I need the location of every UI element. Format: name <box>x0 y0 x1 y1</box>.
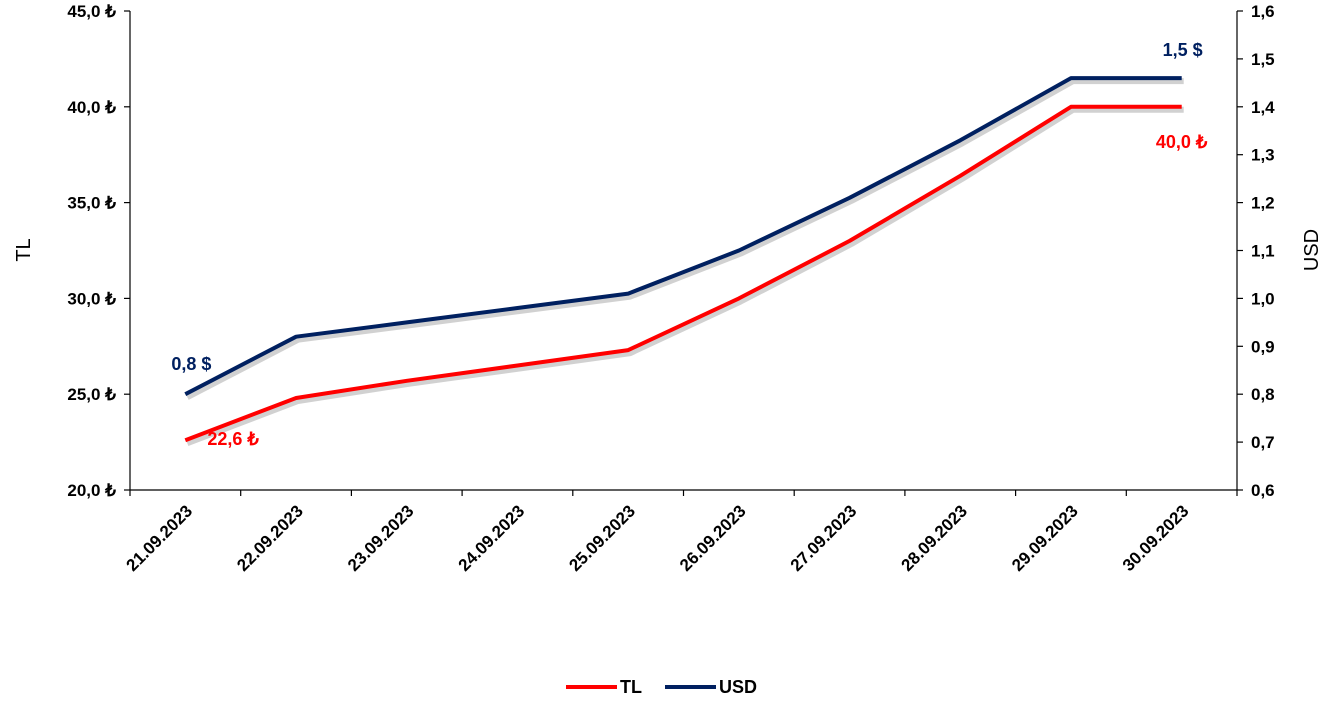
data-label-tl: 40,0 ₺ <box>1156 132 1208 152</box>
right-tick-label: 1,2 <box>1251 194 1275 213</box>
right-tick-label: 1,1 <box>1251 242 1275 261</box>
x-ticks: 21.09.2023 22.09.2023 23.09.2023 24.09.2023… <box>123 490 1238 575</box>
right-tick-label: 1,5 <box>1251 50 1275 69</box>
left-axis-title: TL <box>13 238 35 261</box>
left-y-ticks: 20,0 ₺ 25,0 ₺ 30,0 ₺ 35,0 ₺ 40,0 ₺ 45,0 ₺ <box>67 2 130 500</box>
series-shadow-tl <box>186 106 1184 447</box>
x-tick-label: 27.09.2023 <box>787 501 861 575</box>
series-shadow-usd <box>185 78 1184 400</box>
x-tick-label: 24.09.2023 <box>455 501 529 575</box>
x-tick-label: 25.09.2023 <box>565 501 639 575</box>
right-axis-title: USD <box>1301 229 1323 271</box>
right-tick-label: 1,6 <box>1251 2 1275 21</box>
series-line-tl <box>184 104 1182 443</box>
left-tick-label: 40,0 ₺ <box>67 98 116 117</box>
right-tick-label: 0,7 <box>1251 433 1275 452</box>
data-label-usd: 1,5 $ <box>1163 40 1203 60</box>
series-line-usd <box>184 76 1182 396</box>
right-tick-label: 0,9 <box>1251 337 1275 356</box>
data-labels: 22,6 ₺ 40,0 ₺ 0,8 $ 1,5 $ <box>171 40 1208 449</box>
data-label-tl: 22,6 ₺ <box>207 429 259 449</box>
left-tick-label: 25,0 ₺ <box>67 385 116 404</box>
left-tick-label: 30,0 ₺ <box>67 289 116 308</box>
legend-label-usd: USD <box>719 677 757 697</box>
x-tick-label: 23.09.2023 <box>344 501 418 575</box>
data-label-usd: 0,8 $ <box>171 354 211 374</box>
right-tick-label: 0,8 <box>1251 385 1275 404</box>
x-tick-label: 28.09.2023 <box>897 501 971 575</box>
right-tick-label: 1,3 <box>1251 146 1275 165</box>
legend: TL USD <box>566 677 757 697</box>
x-tick-label: 21.09.2023 <box>123 501 197 575</box>
legend-label-tl: TL <box>620 677 642 697</box>
right-tick-label: 1,4 <box>1251 98 1275 117</box>
left-tick-label: 35,0 ₺ <box>67 194 116 213</box>
series-layer <box>184 76 1184 447</box>
x-tick-label: 30.09.2023 <box>1119 501 1193 575</box>
x-tick-label: 29.09.2023 <box>1008 501 1082 575</box>
right-tick-label: 0,6 <box>1251 481 1275 500</box>
left-tick-label: 20,0 ₺ <box>67 481 116 500</box>
x-tick-label: 22.09.2023 <box>233 501 307 575</box>
right-tick-label: 1,0 <box>1251 289 1275 308</box>
right-y-ticks: 0,6 0,7 0,8 0,9 1,0 1,1 1,2 1,3 1,4 1,5 1,6 <box>1237 2 1275 500</box>
x-tick-label: 26.09.2023 <box>676 501 750 575</box>
left-tick-label: 45,0 ₺ <box>67 2 116 21</box>
